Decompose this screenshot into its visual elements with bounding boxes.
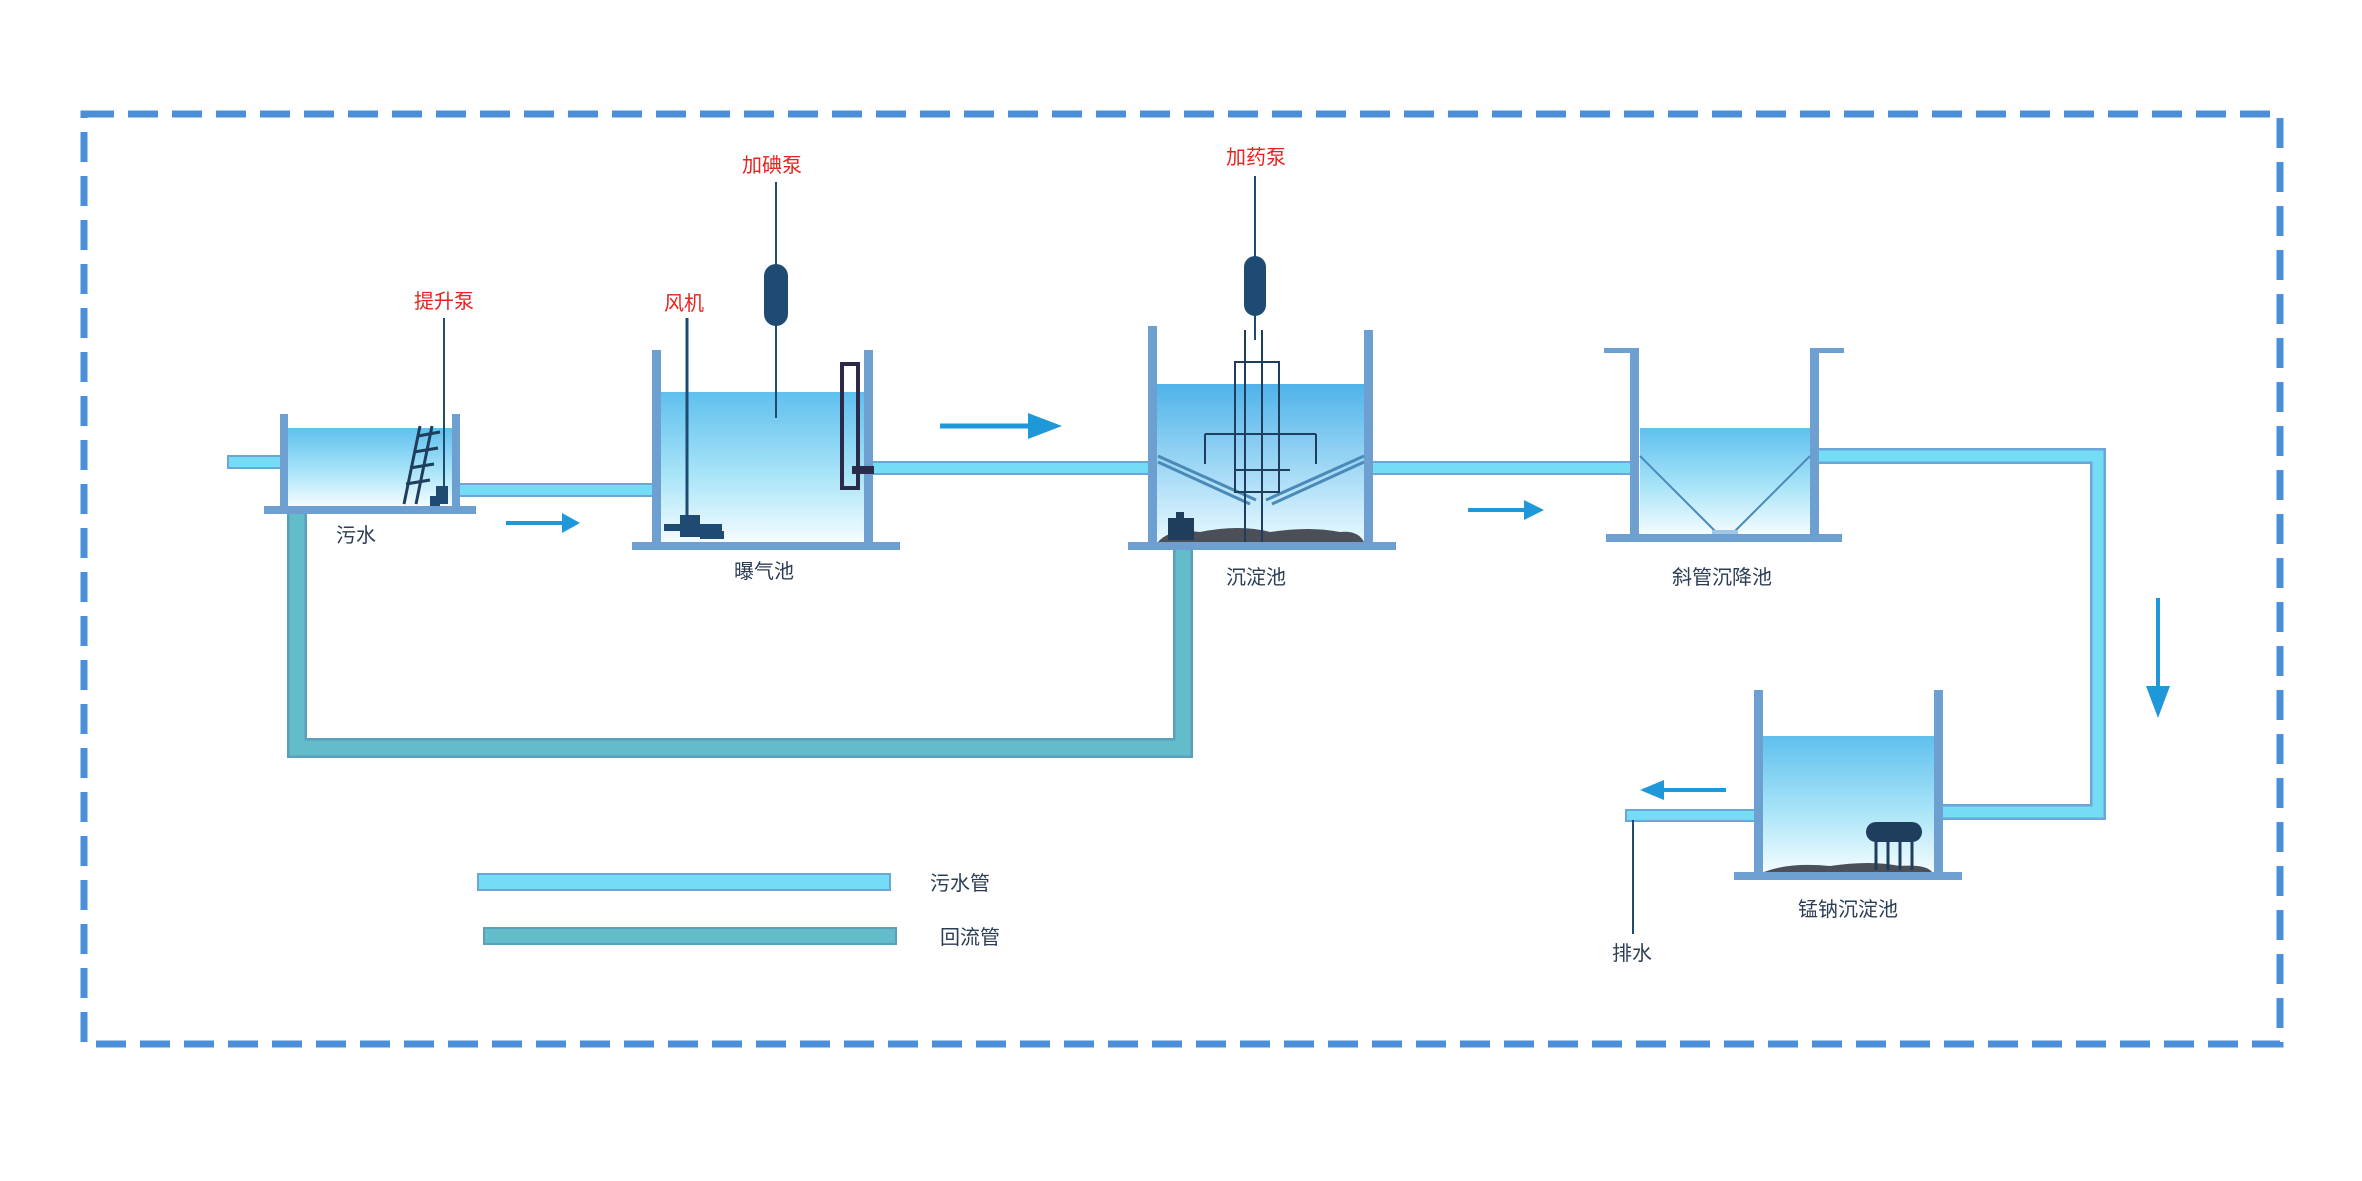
flow-arrows — [506, 413, 2170, 800]
legend-return-pipe-swatch — [483, 927, 897, 945]
sludge-pump-icon — [1168, 512, 1194, 540]
lift-pump-label: 提升泵 — [414, 289, 474, 313]
inclined-tube-settler — [1604, 348, 1844, 542]
aeration-tank — [632, 182, 900, 550]
arrow-right-icon — [1468, 500, 1544, 520]
drain-label: 排水 — [1612, 941, 1652, 965]
arrow-down-icon — [2146, 598, 2170, 718]
mn-na-settler-label: 锰钠沉淀池 — [1798, 897, 1898, 921]
mixer-icon — [1866, 822, 1922, 870]
legend-sewage-pipe-swatch — [477, 873, 891, 891]
sludge-layer — [1764, 863, 1932, 872]
sedimentation-tank — [1128, 176, 1396, 550]
sedimentation-tank-label: 沉淀池 — [1226, 565, 1286, 589]
legend: 污水管 回流管 — [477, 871, 1000, 949]
sewage-label: 污水 — [336, 523, 376, 547]
overflow-weir — [840, 362, 860, 490]
aeration-tank-label: 曝气池 — [734, 559, 794, 583]
mn-na-settler — [1734, 690, 1962, 880]
lift-pump-icon — [430, 486, 448, 506]
bar-screen — [402, 425, 441, 505]
center-well — [1204, 330, 1317, 542]
arrow-right-icon — [506, 513, 580, 533]
iodine-pump-label: 加碘泵 — [742, 153, 802, 177]
dosing-pump-label: 加药泵 — [1226, 145, 1286, 169]
legend-sewage-pipe-label: 污水管 — [930, 871, 990, 895]
sewage-tank — [264, 318, 476, 514]
arrow-right-icon — [940, 413, 1062, 439]
legend-return-pipe-label: 回流管 — [940, 925, 1000, 949]
inclined-tube-settler-label: 斜管沉降池 — [1672, 565, 1772, 589]
iodine-pump-icon — [764, 264, 788, 326]
arrow-left-icon — [1640, 780, 1726, 800]
sewage-pipes — [227, 448, 2106, 822]
blower-icon — [664, 515, 724, 539]
dosing-pump-icon — [1244, 256, 1266, 316]
blower-label: 风机 — [664, 291, 704, 315]
dashed-border — [80, 110, 2284, 1048]
